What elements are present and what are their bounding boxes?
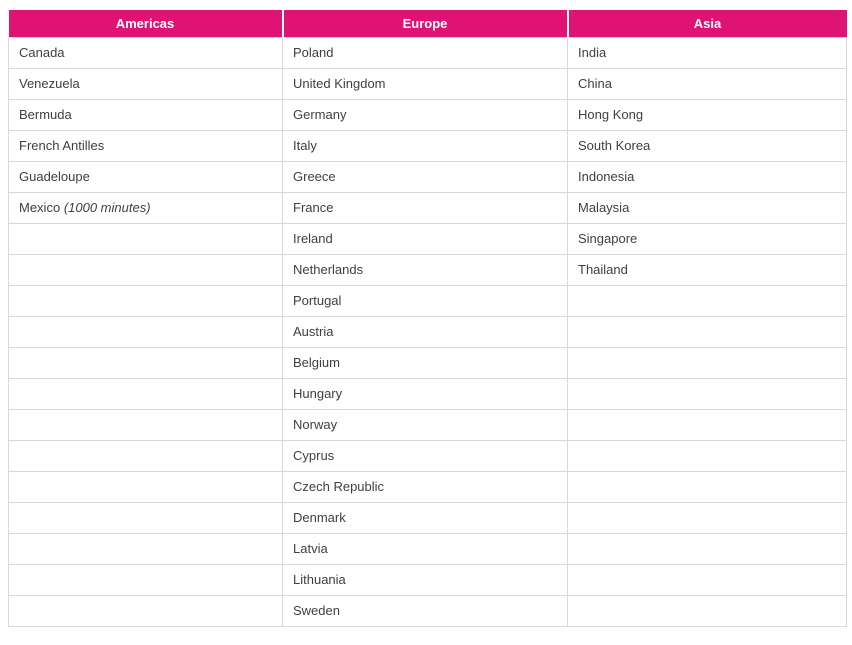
table-row: Bermuda Germany Hong Kong	[8, 98, 847, 131]
table-cell-bermuda: Bermuda	[8, 98, 283, 131]
table-row: Ireland Singapore	[8, 222, 847, 255]
table-cell-france: France	[282, 191, 568, 224]
table-cell-canada: Canada	[8, 36, 283, 69]
table-cell-latvia: Latvia	[282, 532, 568, 565]
table-row: Belgium	[8, 346, 847, 379]
table-cell-empty	[8, 315, 283, 348]
table-cell-czech-republic: Czech Republic	[282, 470, 568, 503]
table-row: Cyprus	[8, 439, 847, 472]
table-cell-empty	[8, 408, 283, 441]
table-row: Netherlands Thailand	[8, 253, 847, 286]
table-cell-empty	[8, 470, 283, 503]
table-cell-empty	[8, 284, 283, 317]
table-row: Guadeloupe Greece Indonesia	[8, 160, 847, 193]
column-header-americas: Americas	[8, 10, 283, 37]
table-cell-empty	[567, 408, 847, 441]
table-cell-empty	[567, 284, 847, 317]
table-cell-venezuela: Venezuela	[8, 67, 283, 100]
table-cell-empty	[567, 315, 847, 348]
table-cell-empty	[8, 222, 283, 255]
table-cell-hungary: Hungary	[282, 377, 568, 410]
table-cell-denmark: Denmark	[282, 501, 568, 534]
table-row: Latvia	[8, 532, 847, 565]
table-cell-french-antilles: French Antilles	[8, 129, 283, 162]
table-cell-hong-kong: Hong Kong	[567, 98, 847, 131]
table-cell-empty	[8, 346, 283, 379]
table-row: Canada Poland India	[8, 36, 847, 69]
table-cell-empty	[567, 501, 847, 534]
table-cell-south-korea: South Korea	[567, 129, 847, 162]
table-cell-sweden: Sweden	[282, 594, 568, 627]
table-cell-empty	[8, 439, 283, 472]
table-cell-united-kingdom: United Kingdom	[282, 67, 568, 100]
country-label: Mexico	[19, 200, 61, 215]
table-cell-empty	[567, 470, 847, 503]
table-row: Portugal	[8, 284, 847, 317]
table-row: Norway	[8, 408, 847, 441]
table-cell-ireland: Ireland	[282, 222, 568, 255]
table-cell-empty	[8, 501, 283, 534]
table-cell-cyprus: Cyprus	[282, 439, 568, 472]
table-cell-singapore: Singapore	[567, 222, 847, 255]
table-row: Sweden	[8, 594, 847, 627]
table-cell-empty	[567, 563, 847, 596]
table-cell-china: China	[567, 67, 847, 100]
table-cell-thailand: Thailand	[567, 253, 847, 286]
table-cell-poland: Poland	[282, 36, 568, 69]
table-cell-italy: Italy	[282, 129, 568, 162]
table-row: Austria	[8, 315, 847, 348]
table-row: French Antilles Italy South Korea	[8, 129, 847, 162]
table-row: Mexico (1000 minutes) France Malaysia	[8, 191, 847, 224]
table-cell-netherlands: Netherlands	[282, 253, 568, 286]
table-header-row: Americas Europe Asia	[8, 10, 847, 37]
table-cell-empty	[567, 346, 847, 379]
table-cell-empty	[8, 563, 283, 596]
table-cell-empty	[567, 532, 847, 565]
table-cell-india: India	[567, 36, 847, 69]
table-cell-mexico: Mexico (1000 minutes)	[8, 191, 283, 224]
table-cell-portugal: Portugal	[282, 284, 568, 317]
table-cell-empty	[567, 439, 847, 472]
table-row: Denmark	[8, 501, 847, 534]
table-cell-lithuania: Lithuania	[282, 563, 568, 596]
table-cell-germany: Germany	[282, 98, 568, 131]
column-header-asia: Asia	[566, 10, 847, 37]
table-cell-norway: Norway	[282, 408, 568, 441]
table-row: Hungary	[8, 377, 847, 410]
table-cell-malaysia: Malaysia	[567, 191, 847, 224]
table-cell-guadeloupe: Guadeloupe	[8, 160, 283, 193]
table-cell-empty	[567, 377, 847, 410]
table-row: Lithuania	[8, 563, 847, 596]
column-header-europe: Europe	[281, 10, 568, 37]
table-cell-empty	[8, 253, 283, 286]
table-row: Venezuela United Kingdom China	[8, 67, 847, 100]
table-cell-empty	[8, 594, 283, 627]
table-cell-empty	[8, 532, 283, 565]
table-cell-empty	[567, 594, 847, 627]
table-cell-empty	[8, 377, 283, 410]
table-cell-austria: Austria	[282, 315, 568, 348]
table-cell-belgium: Belgium	[282, 346, 568, 379]
table-cell-indonesia: Indonesia	[567, 160, 847, 193]
country-note: (1000 minutes)	[63, 200, 151, 215]
table-cell-greece: Greece	[282, 160, 568, 193]
table-row: Czech Republic	[8, 470, 847, 503]
countries-table: Americas Europe Asia Canada Poland India Vene…	[8, 10, 847, 627]
